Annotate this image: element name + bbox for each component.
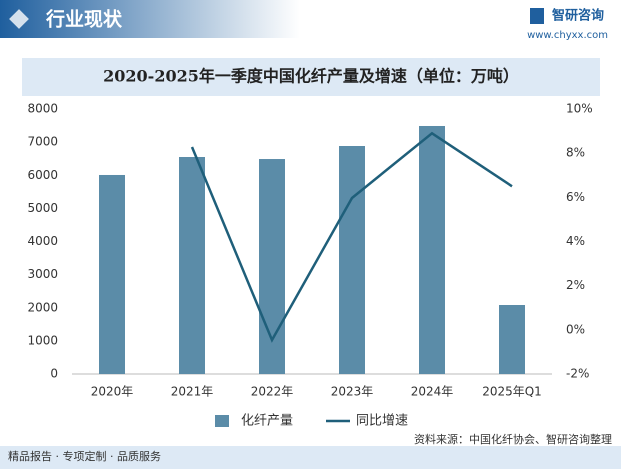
logo-icon	[530, 8, 544, 24]
chart-title: 2020-2025年一季度中国化纤产量及增速（单位：万吨）	[103, 67, 519, 86]
x-tick-label: 2025年Q1	[482, 385, 542, 399]
x-tick-label: 2020年	[91, 385, 134, 399]
y-tick-label: 1000	[27, 333, 58, 347]
y-tick-label: 8000	[27, 102, 58, 116]
y2-tick-label: 0%	[566, 322, 585, 336]
title-band	[22, 58, 600, 96]
legend-label: 化纤产量	[241, 414, 293, 429]
bar	[179, 156, 205, 374]
bar	[499, 305, 525, 374]
y2-tick-label: 6%	[566, 190, 585, 204]
section-title: 行业现状	[45, 8, 123, 31]
brand: 智研咨询	[552, 8, 604, 24]
y-tick-label: 0	[50, 367, 58, 381]
y-tick-label: 3000	[27, 267, 58, 281]
x-tick-label: 2022年	[251, 385, 294, 399]
bar	[339, 146, 365, 374]
x-tick-label: 2023年	[331, 385, 374, 399]
x-tick-label: 2021年	[171, 385, 214, 399]
footer-band	[0, 446, 621, 469]
y2-tick-label: 8%	[566, 146, 585, 160]
source: 资料来源：中国化纤协会、智研咨询整理	[414, 432, 612, 446]
header-icon	[9, 9, 29, 29]
url: www.chyxx.com	[527, 30, 608, 41]
y-tick-label: 2000	[27, 300, 58, 314]
legend-label: 同比增速	[356, 414, 408, 429]
y2-tick-label: -2%	[566, 367, 589, 381]
header-band	[0, 0, 300, 38]
y-tick-label: 7000	[27, 135, 58, 149]
y-tick-label: 5000	[27, 201, 58, 215]
y2-tick-label: 2%	[566, 278, 585, 292]
line	[190, 131, 513, 343]
legend-swatch	[215, 415, 229, 427]
y-tick-label: 4000	[27, 234, 58, 248]
bar	[419, 125, 445, 374]
footer-slogan: 精品报告 · 专项定制 · 品质服务	[8, 449, 161, 463]
bar	[99, 174, 125, 374]
y-tick-label: 6000	[27, 168, 58, 182]
x-tick-label: 2024年	[411, 385, 454, 399]
y2-tick-label: 10%	[566, 102, 593, 116]
y2-tick-label: 4%	[566, 234, 585, 248]
